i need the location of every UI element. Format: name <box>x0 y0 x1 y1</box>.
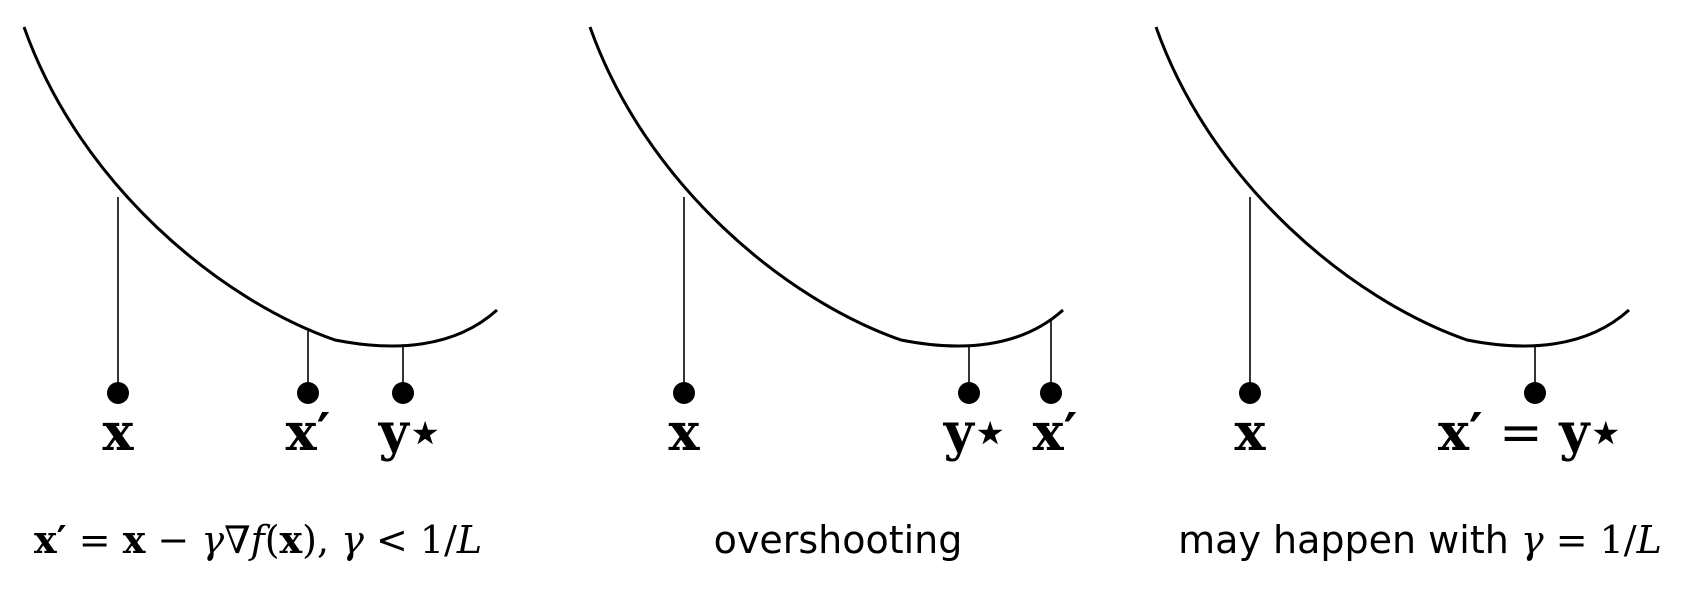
caption-minus: − <box>145 518 201 562</box>
caption-paren-close: ) <box>302 518 317 562</box>
label-x-prime-equals-y-star: x′ = y⋆ <box>1438 402 1622 463</box>
caption-L: L <box>1636 518 1662 562</box>
caption-frac: 1/ <box>420 518 457 562</box>
caption-gamma: γ <box>1521 518 1544 562</box>
point-x-prime <box>297 382 319 404</box>
caption-eq: = <box>67 518 123 562</box>
label-y-star: y⋆ <box>378 402 442 463</box>
caption-may-happen: may happen with γ = 1/L <box>1178 518 1662 562</box>
point-x <box>1239 382 1261 404</box>
caption-paren-x: x <box>280 517 303 562</box>
point-x-prime <box>1040 382 1062 404</box>
panel-1: x x′ y⋆ x′ = x − γ∇f(x), γ < 1/L <box>22 26 499 562</box>
point-x <box>673 382 695 404</box>
function-curve <box>588 26 1065 348</box>
function-curve <box>1154 26 1631 348</box>
caption-frac: 1/ <box>1600 518 1637 562</box>
label-x-prime: x′ <box>1033 402 1078 463</box>
function-curve <box>22 26 499 348</box>
label-x: x <box>1234 402 1266 463</box>
caption-overshooting: overshooting <box>714 518 963 562</box>
label-x-prime: x′ <box>1438 402 1483 463</box>
caption-text: may happen with <box>1178 518 1521 562</box>
label-x: x <box>102 402 134 463</box>
caption-gamma: γ <box>201 518 224 562</box>
point-x <box>107 382 129 404</box>
panel-3: x x′ = y⋆ may happen with γ = 1/L <box>1154 26 1662 562</box>
label-y-star: y⋆ <box>943 402 1007 463</box>
caption-gamma-2: γ <box>341 518 364 562</box>
label-y-star: y⋆ <box>1558 402 1622 463</box>
caption-lt: < <box>364 518 420 562</box>
label-x: x <box>668 402 700 463</box>
caption-x: x <box>123 517 146 562</box>
caption-update-rule: x′ = x − γ∇f(x), γ < 1/L <box>34 517 482 562</box>
caption-x-prime: x′ <box>34 517 67 562</box>
caption-paren-open: ( <box>265 518 280 562</box>
label-eq: = <box>1483 403 1560 463</box>
point-x-prime-y-star <box>1524 382 1546 404</box>
caption-L: L <box>456 518 482 562</box>
label-x-prime: x′ <box>286 402 331 463</box>
caption-eq: = <box>1544 518 1600 562</box>
caption-comma: , <box>317 518 341 562</box>
panel-2: x y⋆ x′ overshooting <box>588 26 1078 562</box>
point-y-star <box>958 382 980 404</box>
point-y-star <box>392 382 414 404</box>
caption-nabla: ∇ <box>224 518 251 562</box>
